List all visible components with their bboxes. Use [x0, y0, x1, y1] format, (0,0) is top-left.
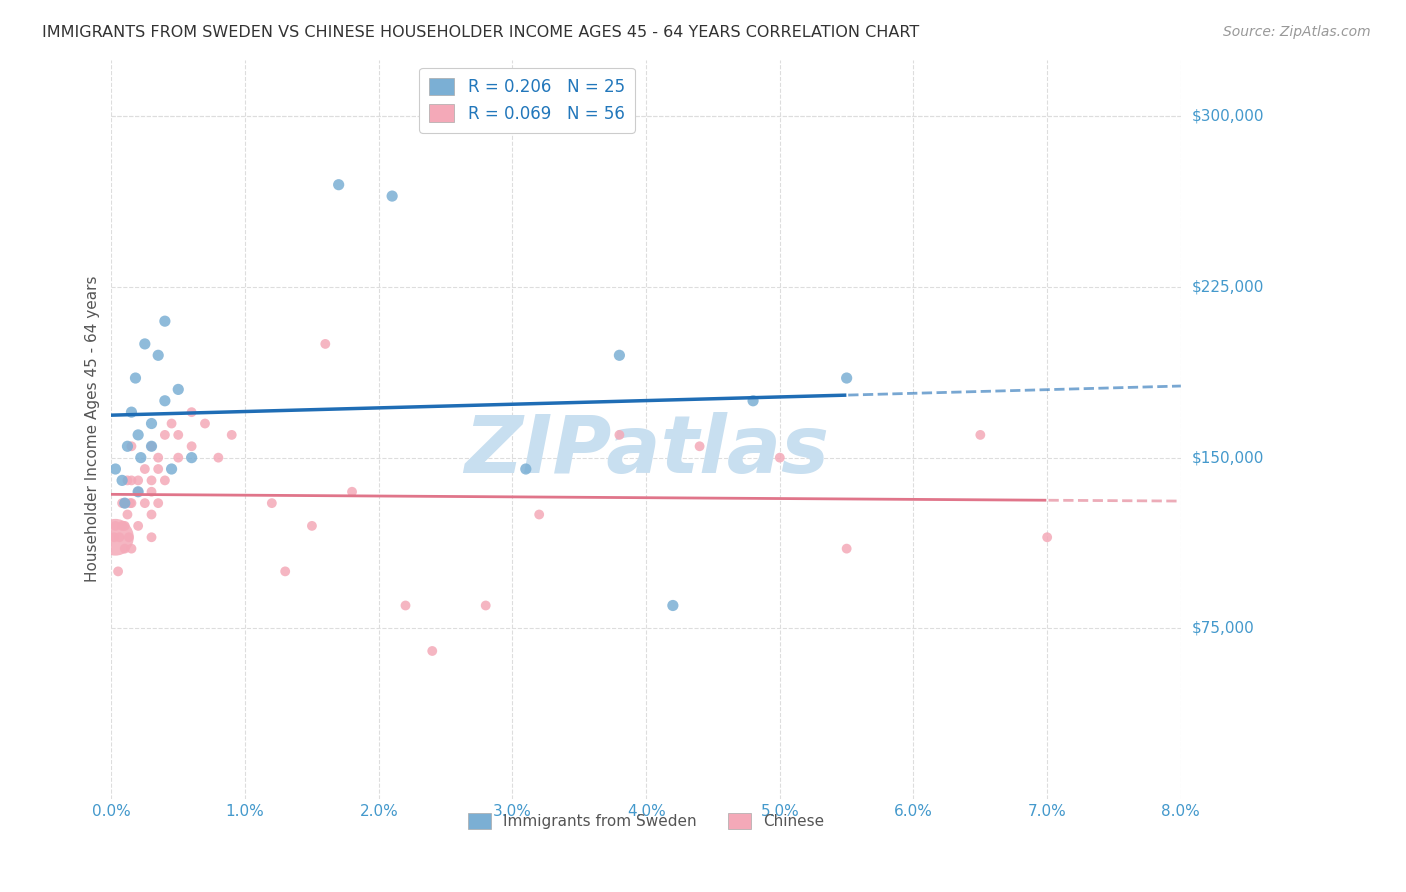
Point — [127, 484, 149, 499]
Point — [121, 439, 143, 453]
Point — [134, 337, 156, 351]
Point — [153, 474, 176, 488]
Point — [121, 405, 143, 419]
Point — [969, 428, 991, 442]
Point — [141, 417, 163, 431]
Point — [160, 417, 183, 431]
Point — [340, 484, 363, 499]
Point — [120, 496, 142, 510]
Point — [1036, 530, 1059, 544]
Point — [180, 405, 202, 419]
Point — [314, 337, 336, 351]
Point — [104, 530, 127, 544]
Point — [124, 371, 146, 385]
Point — [141, 530, 163, 544]
Point — [141, 474, 163, 488]
Point — [104, 462, 127, 476]
Point — [127, 428, 149, 442]
Point — [114, 541, 136, 556]
Point — [127, 474, 149, 488]
Point — [117, 474, 139, 488]
Text: $75,000: $75,000 — [1192, 621, 1254, 636]
Legend: Immigrants from Sweden, Chinese: Immigrants from Sweden, Chinese — [463, 807, 830, 836]
Point — [609, 348, 631, 362]
Point — [111, 474, 134, 488]
Point — [104, 519, 127, 533]
Point — [111, 519, 134, 533]
Point — [835, 371, 858, 385]
Point — [114, 496, 136, 510]
Text: $225,000: $225,000 — [1192, 279, 1264, 294]
Point — [274, 565, 297, 579]
Point — [515, 462, 537, 476]
Point — [301, 519, 323, 533]
Point — [107, 565, 129, 579]
Point — [420, 644, 443, 658]
Point — [180, 439, 202, 453]
Point — [609, 428, 631, 442]
Point — [103, 530, 125, 544]
Point — [207, 450, 229, 465]
Point — [769, 450, 792, 465]
Text: ZIPatlas: ZIPatlas — [464, 412, 828, 491]
Point — [129, 450, 152, 465]
Point — [474, 599, 496, 613]
Point — [134, 462, 156, 476]
Point — [141, 484, 163, 499]
Point — [118, 530, 141, 544]
Y-axis label: Householder Income Ages 45 - 64 years: Householder Income Ages 45 - 64 years — [86, 276, 100, 582]
Point — [148, 450, 170, 465]
Point — [114, 519, 136, 533]
Point — [160, 462, 183, 476]
Point — [260, 496, 283, 510]
Point — [141, 439, 163, 453]
Point — [111, 496, 134, 510]
Point — [127, 484, 149, 499]
Point — [127, 519, 149, 533]
Point — [148, 496, 170, 510]
Point — [328, 178, 350, 192]
Point — [121, 541, 143, 556]
Point — [527, 508, 550, 522]
Point — [121, 474, 143, 488]
Point — [121, 496, 143, 510]
Point — [167, 450, 190, 465]
Text: IMMIGRANTS FROM SWEDEN VS CHINESE HOUSEHOLDER INCOME AGES 45 - 64 YEARS CORRELAT: IMMIGRANTS FROM SWEDEN VS CHINESE HOUSEH… — [42, 25, 920, 40]
Text: Source: ZipAtlas.com: Source: ZipAtlas.com — [1223, 25, 1371, 39]
Point — [114, 496, 136, 510]
Point — [742, 393, 765, 408]
Point — [167, 383, 190, 397]
Point — [117, 439, 139, 453]
Point — [134, 496, 156, 510]
Point — [194, 417, 217, 431]
Point — [180, 450, 202, 465]
Point — [689, 439, 711, 453]
Text: $150,000: $150,000 — [1192, 450, 1264, 465]
Point — [394, 599, 416, 613]
Point — [153, 314, 176, 328]
Point — [141, 439, 163, 453]
Point — [662, 599, 685, 613]
Point — [148, 348, 170, 362]
Text: $300,000: $300,000 — [1192, 109, 1264, 124]
Point — [221, 428, 243, 442]
Point — [381, 189, 404, 203]
Point — [141, 508, 163, 522]
Point — [153, 393, 176, 408]
Point — [108, 530, 131, 544]
Point — [153, 428, 176, 442]
Point — [167, 428, 190, 442]
Point — [835, 541, 858, 556]
Point — [148, 462, 170, 476]
Point — [117, 508, 139, 522]
